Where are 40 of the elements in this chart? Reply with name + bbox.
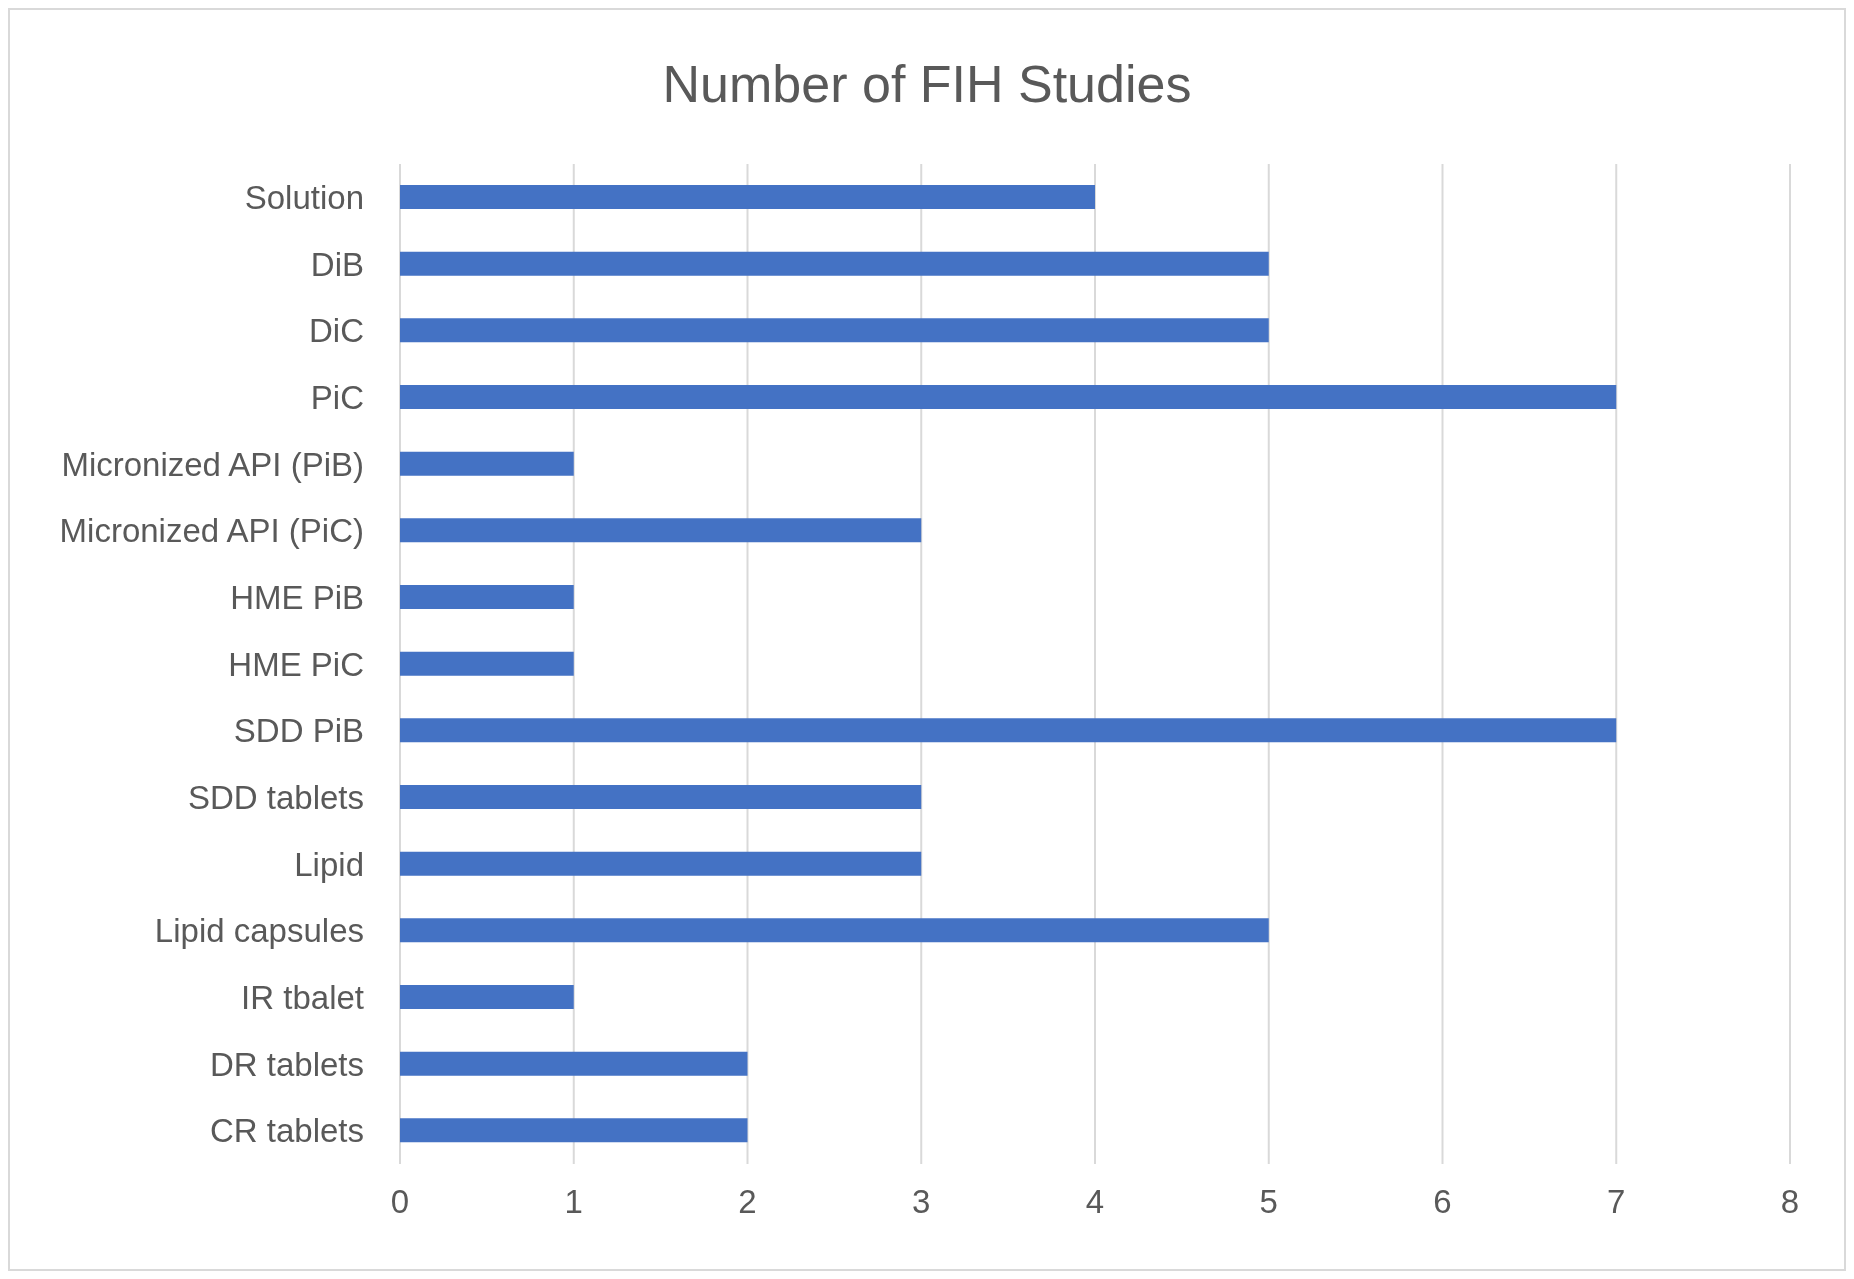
bar — [400, 451, 574, 476]
y-tick-label: HME PiB — [230, 579, 364, 617]
bar — [400, 985, 574, 1009]
x-tick-label: 5 — [1259, 1183, 1278, 1221]
x-tick-label: 0 — [390, 1183, 410, 1221]
x-tick-label: 7 — [1607, 1183, 1626, 1221]
x-tick-label: 2 — [738, 1183, 757, 1221]
bar — [400, 785, 922, 809]
y-tick-label: Solution — [244, 179, 364, 217]
bar — [400, 851, 922, 876]
x-tick-label: 3 — [912, 1183, 931, 1221]
x-tick-label: 4 — [1085, 1183, 1105, 1221]
bar — [400, 585, 574, 609]
y-tick-label: Lipid capsules — [154, 912, 364, 950]
y-tick-label: SDD tablets — [187, 779, 364, 817]
y-tick-label: CR tablets — [209, 1112, 364, 1150]
bar — [400, 918, 1269, 943]
bar — [400, 651, 574, 676]
y-tick-label: DR tablets — [209, 1045, 364, 1083]
y-tick-label: DiB — [310, 245, 364, 283]
bar — [400, 318, 1269, 343]
y-tick-label: DiC — [309, 312, 364, 350]
bar — [400, 1051, 748, 1076]
bar — [400, 385, 1617, 409]
x-tick-label: 6 — [1433, 1183, 1452, 1221]
bar — [400, 518, 922, 543]
x-tick-label: 1 — [564, 1183, 583, 1221]
y-tick-label: Micronized API (PiC) — [59, 512, 364, 550]
bar — [400, 1118, 748, 1143]
y-tick-label: Lipid — [294, 845, 364, 883]
bar — [400, 185, 1095, 209]
bar — [400, 251, 1269, 276]
y-tick-label: SDD PiB — [233, 712, 364, 750]
y-tick-label: PiC — [310, 379, 364, 417]
y-tick-label: Micronized API (PiB) — [61, 445, 364, 483]
x-tick-label: 8 — [1780, 1183, 1800, 1221]
y-tick-label: IR tbalet — [241, 979, 364, 1017]
y-tick-label: HME PiC — [228, 645, 364, 683]
chart-title: Number of FIH Studies — [661, 54, 1193, 115]
bar — [400, 718, 1617, 743]
